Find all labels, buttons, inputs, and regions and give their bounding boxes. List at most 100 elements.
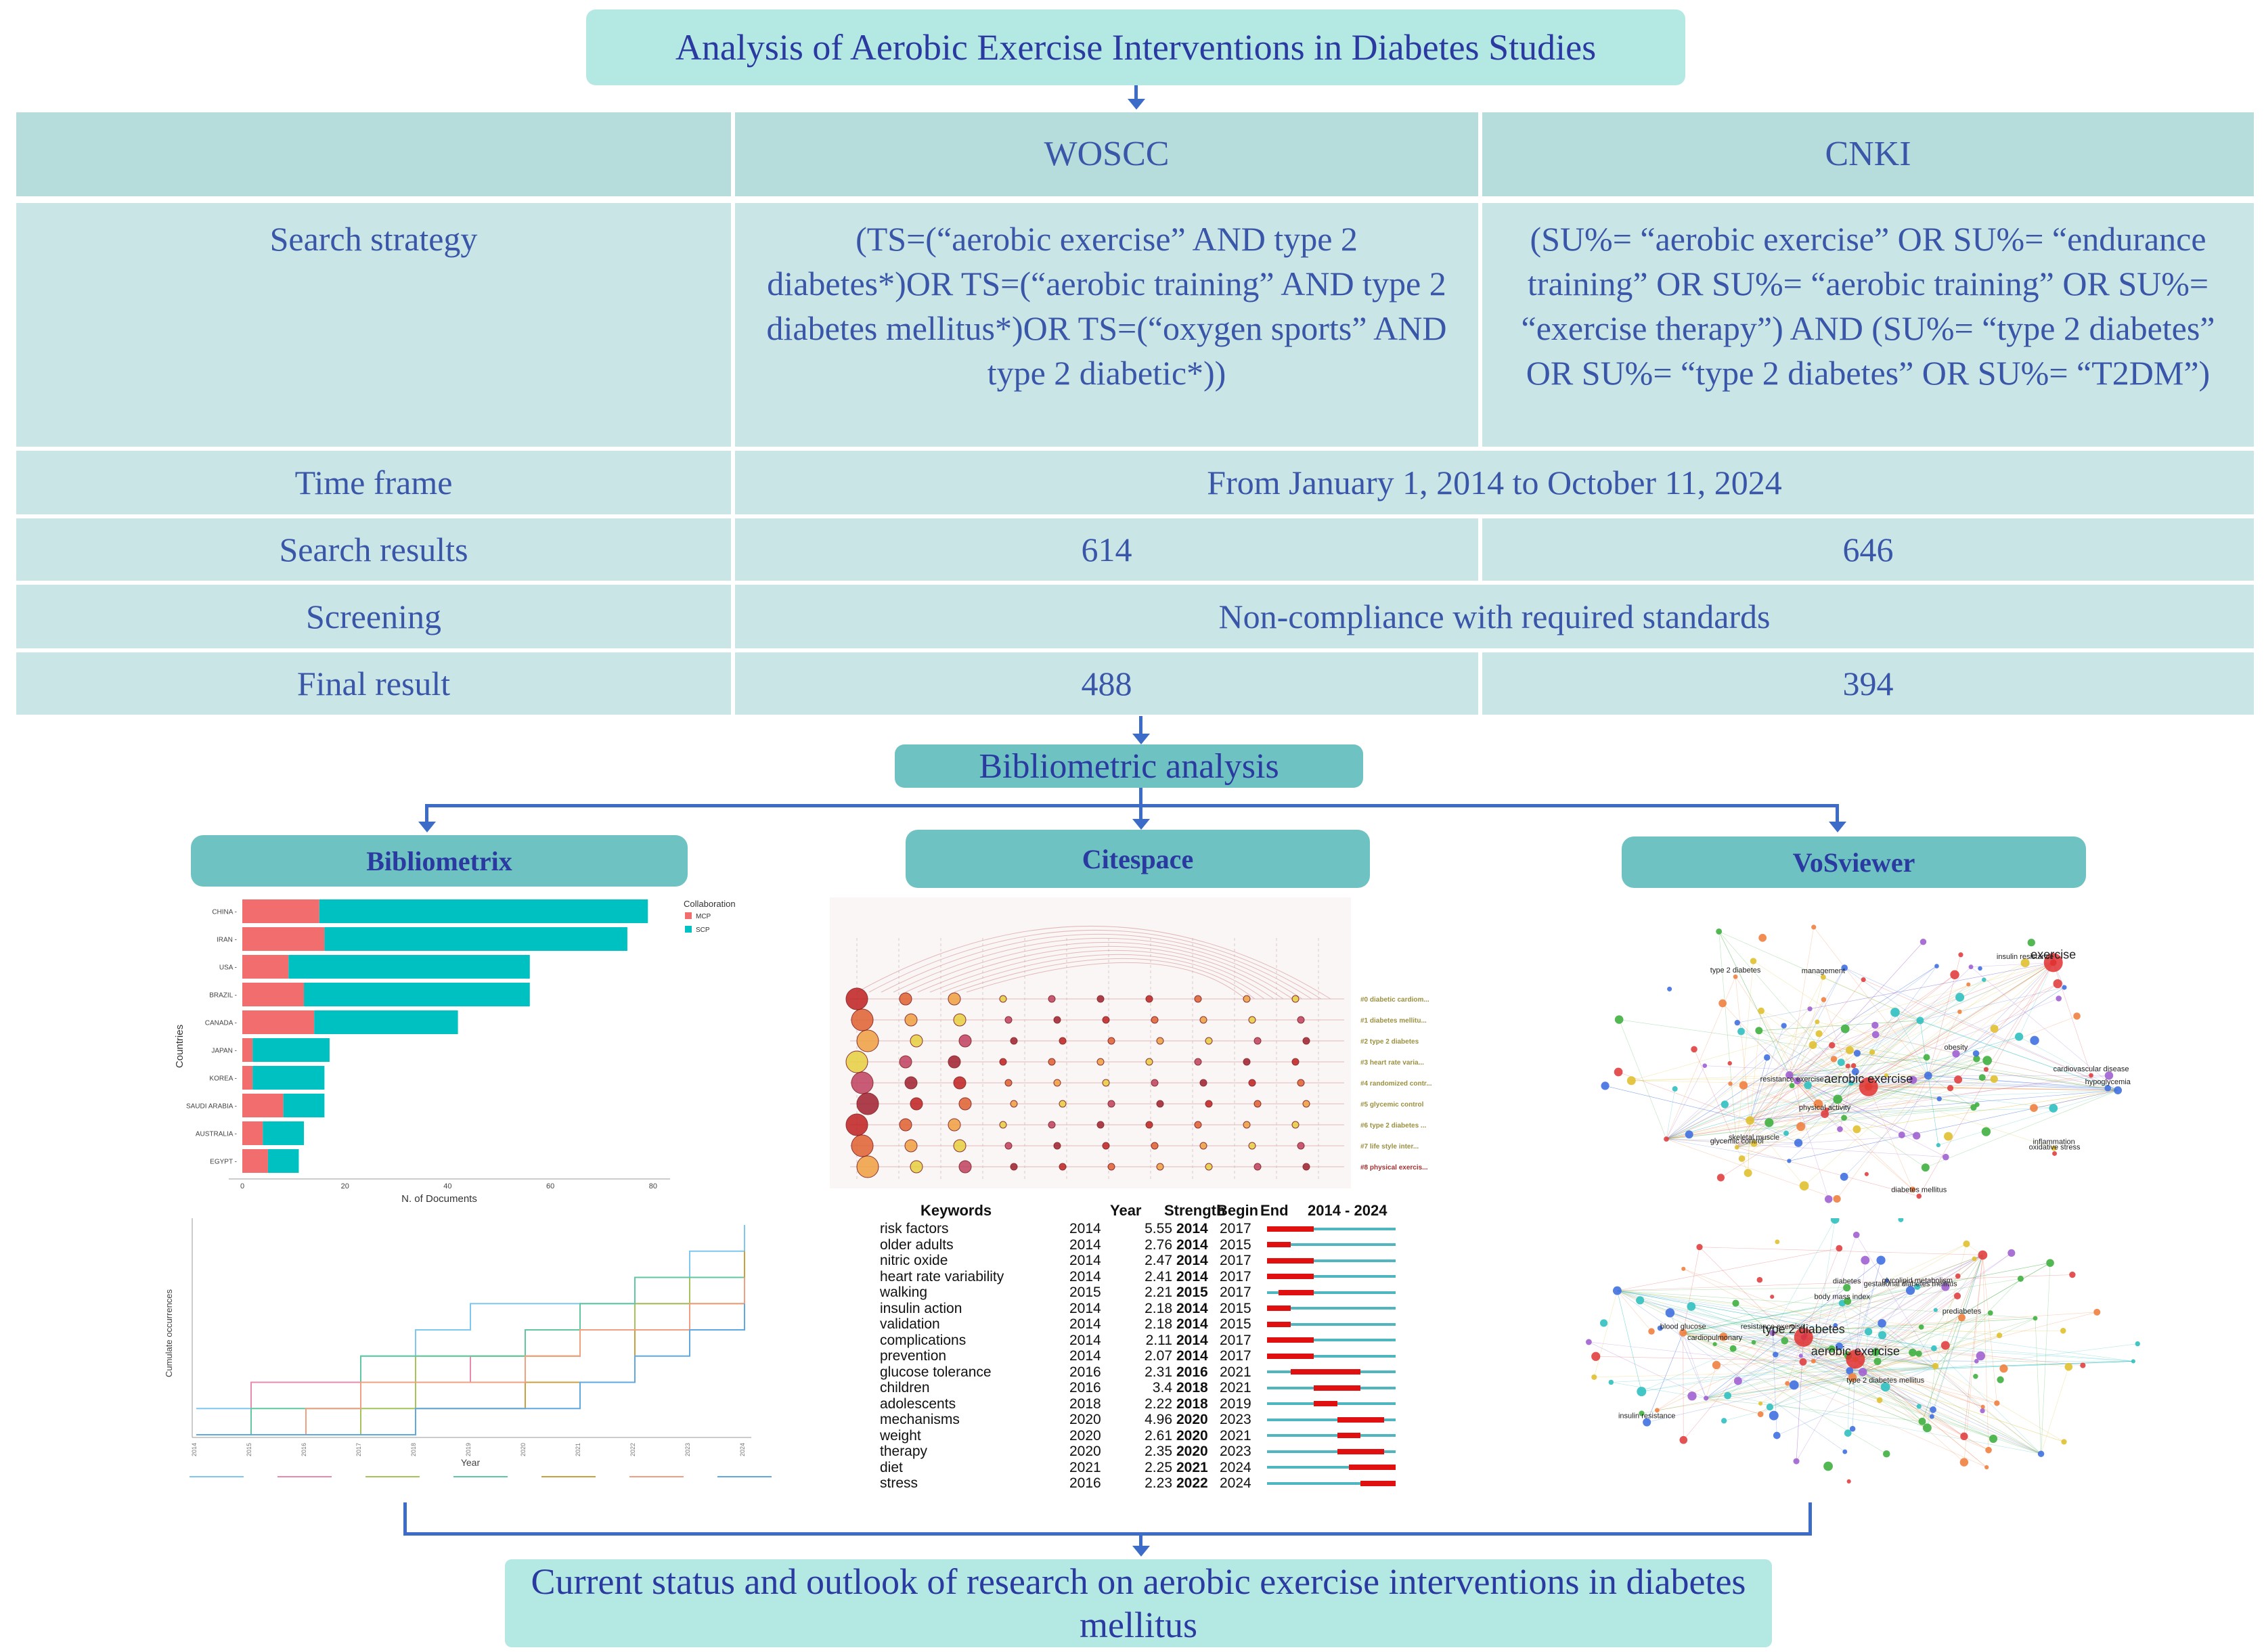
network-node	[1770, 1295, 1775, 1299]
network-edge	[1750, 1090, 2118, 1121]
network-edge	[1691, 1306, 1804, 1338]
network-edge	[1863, 1372, 1965, 1437]
network-edge	[1798, 1075, 1928, 1143]
network-node	[1953, 1292, 1961, 1300]
network-edge	[1840, 1083, 1852, 1130]
cluster-label: #6 type 2 diabetes ...	[1360, 1122, 1426, 1130]
network-node	[1665, 1308, 1675, 1318]
network-edge	[1772, 1276, 1958, 1333]
citation-node	[1053, 1142, 1061, 1150]
network-edge	[1855, 1253, 2012, 1360]
citation-node	[1291, 1121, 1300, 1129]
diagram-title: Analysis of Aerobic Exercise Interventio…	[586, 9, 1685, 85]
network-edge	[1617, 1248, 1840, 1291]
network-node	[1876, 1255, 1886, 1265]
network-node	[1787, 1159, 1792, 1163]
kw-burst-bar	[1267, 1305, 1291, 1312]
network-node	[1614, 1015, 1624, 1024]
network-edge	[1797, 1058, 1834, 1081]
network-edge	[1842, 1303, 1856, 1360]
network-edge	[1825, 1016, 2077, 1115]
legend-swatch-scp	[685, 926, 692, 933]
network-node	[1989, 1434, 1998, 1443]
network-edge	[1737, 1133, 1787, 1148]
network-node	[1980, 1404, 1985, 1409]
network-edge	[1894, 1012, 2118, 1091]
citation-node	[1248, 1142, 1256, 1150]
network-edge	[1935, 1366, 2064, 1442]
network-node	[1724, 1391, 1731, 1400]
citation-node	[958, 1097, 972, 1111]
kw-keyword: walking	[880, 1285, 928, 1300]
network-edge	[1750, 1090, 2118, 1121]
network-node	[1960, 1432, 1968, 1441]
network-edge	[1743, 1020, 1921, 1086]
kw-burst-bar	[1267, 1226, 1314, 1232]
network-edge	[1741, 1031, 1851, 1084]
network-edge	[1760, 1010, 1851, 1084]
network-edge	[1857, 1020, 1921, 1054]
network-node	[1830, 1218, 1840, 1224]
citation-node	[1107, 1163, 1115, 1171]
network-node	[1898, 1132, 1905, 1138]
network-node	[1750, 1140, 1758, 1147]
network-edge	[1589, 1341, 1863, 1372]
network-edge	[1718, 931, 1921, 1021]
keyword-burst-row: therapy 2020 2.35 2020 2023	[880, 1444, 1435, 1460]
network-node	[1909, 1348, 1917, 1357]
kw-timeline	[1267, 1385, 1396, 1391]
network-edge	[1699, 1247, 1983, 1255]
network-edge	[1935, 1366, 1983, 1411]
network-edge	[1772, 1243, 1967, 1333]
network-edge	[1666, 1065, 1706, 1140]
network-edge	[1666, 1075, 2091, 1140]
network-edge	[1927, 1366, 1936, 1428]
arrow-head	[1829, 822, 1846, 832]
network-node	[1845, 1063, 1850, 1069]
network-edge	[1641, 1333, 1773, 1392]
network-edge	[1813, 1255, 1983, 1362]
network-edge	[1928, 1011, 1960, 1076]
woscc-search-results: 614	[735, 518, 1478, 581]
kw-begin: 2018	[1176, 1396, 1208, 1412]
network-node	[1942, 1153, 1949, 1161]
kw-end: 2015	[1220, 1316, 1251, 1332]
kw-timeline	[1267, 1242, 1396, 1248]
network-edge	[1935, 1366, 1983, 1408]
keyword-burst-row: diet 2021 2.25 2021 2024	[880, 1460, 1435, 1476]
network-edge	[1617, 1290, 1863, 1372]
network-edge	[1919, 1020, 2118, 1091]
network-edge	[1594, 1370, 1850, 1378]
network-node	[1849, 1425, 1856, 1432]
connector-bottom-stem	[1139, 1532, 1142, 1547]
network-edge	[1863, 1335, 2000, 1372]
network-node	[1823, 1461, 1833, 1471]
network-edge	[1736, 961, 1754, 1148]
citespace-timeline: #0 diabetic cardiom... #1 diabetes mellit…	[830, 897, 1432, 1188]
network-edge	[1797, 941, 1924, 1081]
citation-node	[1004, 1142, 1013, 1150]
network-edge	[1855, 1287, 1946, 1360]
network-edge	[1855, 1359, 1987, 1468]
network-node	[2053, 979, 2062, 989]
network-edge	[1617, 1290, 1989, 1450]
network-node	[1712, 1360, 1721, 1370]
bar-scp	[252, 1066, 325, 1090]
network-node	[1764, 1118, 1774, 1128]
bar-mcp	[242, 927, 325, 951]
network-edge	[1849, 1361, 2133, 1371]
vosviewer-network-top: exercise aerobic exercise physical activit…	[1601, 924, 2131, 1203]
network-edge	[1758, 1030, 1851, 1084]
citation-node	[1059, 1163, 1067, 1171]
bar-scp	[304, 983, 530, 1006]
network-edge	[1718, 931, 1790, 1075]
network-edge	[1863, 1372, 1923, 1422]
network-edge	[1935, 1318, 2036, 1366]
kw-strength: 2.35	[1145, 1444, 1172, 1459]
cluster-label: #0 diabetic cardiom...	[1360, 996, 1429, 1004]
network-edge	[1772, 1331, 2064, 1333]
citation-node	[851, 1071, 874, 1094]
keyword-burst-row: stress 2016 2.23 2022 2024	[880, 1475, 1435, 1492]
network-edge	[1797, 1080, 1978, 1105]
network-node	[1685, 1130, 1693, 1139]
